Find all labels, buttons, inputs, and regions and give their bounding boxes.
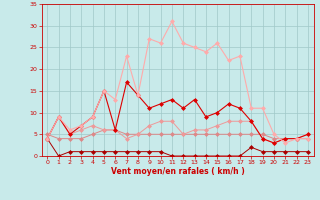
X-axis label: Vent moyen/en rafales ( km/h ): Vent moyen/en rafales ( km/h ) (111, 167, 244, 176)
